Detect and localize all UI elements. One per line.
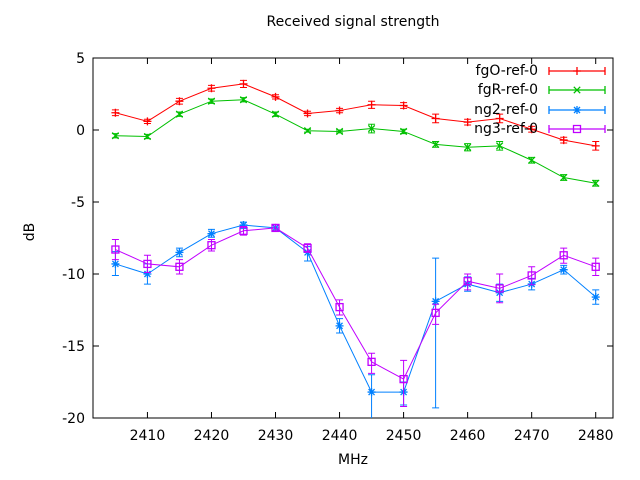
svg-text:-10: -10	[62, 267, 85, 283]
svg-text:5: 5	[76, 51, 85, 67]
legend: fgO-ref-0 fgR-ref-0 ng2-ref-0 ng3-ref-0	[346, 61, 606, 139]
legend-label: ng3-ref-0	[474, 121, 538, 138]
legend-row-fgR-ref-0: fgR-ref-0	[346, 81, 606, 101]
legend-row-ng2-ref-0: ng2-ref-0	[346, 100, 606, 120]
svg-text:0: 0	[76, 123, 85, 139]
svg-text:-20: -20	[62, 411, 85, 427]
svg-text:2480: 2480	[578, 428, 614, 444]
svg-text:2450: 2450	[386, 428, 422, 444]
svg-text:2440: 2440	[322, 428, 358, 444]
legend-sample-errorbar-icon	[548, 86, 606, 95]
legend-sample-errorbar-icon	[548, 105, 606, 114]
legend-label: fgR-ref-0	[477, 82, 538, 99]
legend-row-fgO-ref-0: fgO-ref-0	[346, 61, 606, 81]
legend-sample-errorbar-icon	[548, 66, 606, 75]
legend-label: ng2-ref-0	[474, 101, 538, 118]
svg-text:-15: -15	[62, 339, 85, 355]
svg-text:2420: 2420	[194, 428, 230, 444]
chart-title: Received signal strength	[266, 14, 440, 30]
legend-sample-errorbar-icon	[548, 125, 606, 134]
svg-text:2430: 2430	[258, 428, 294, 444]
svg-text:2470: 2470	[514, 428, 550, 444]
legend-row-ng3-ref-0: ng3-ref-0	[346, 120, 606, 140]
x-axis-label: MHz	[338, 452, 368, 468]
legend-label: fgO-ref-0	[475, 62, 538, 79]
svg-text:2460: 2460	[450, 428, 486, 444]
svg-text:-5: -5	[71, 195, 85, 211]
svg-text:2410: 2410	[130, 428, 166, 444]
